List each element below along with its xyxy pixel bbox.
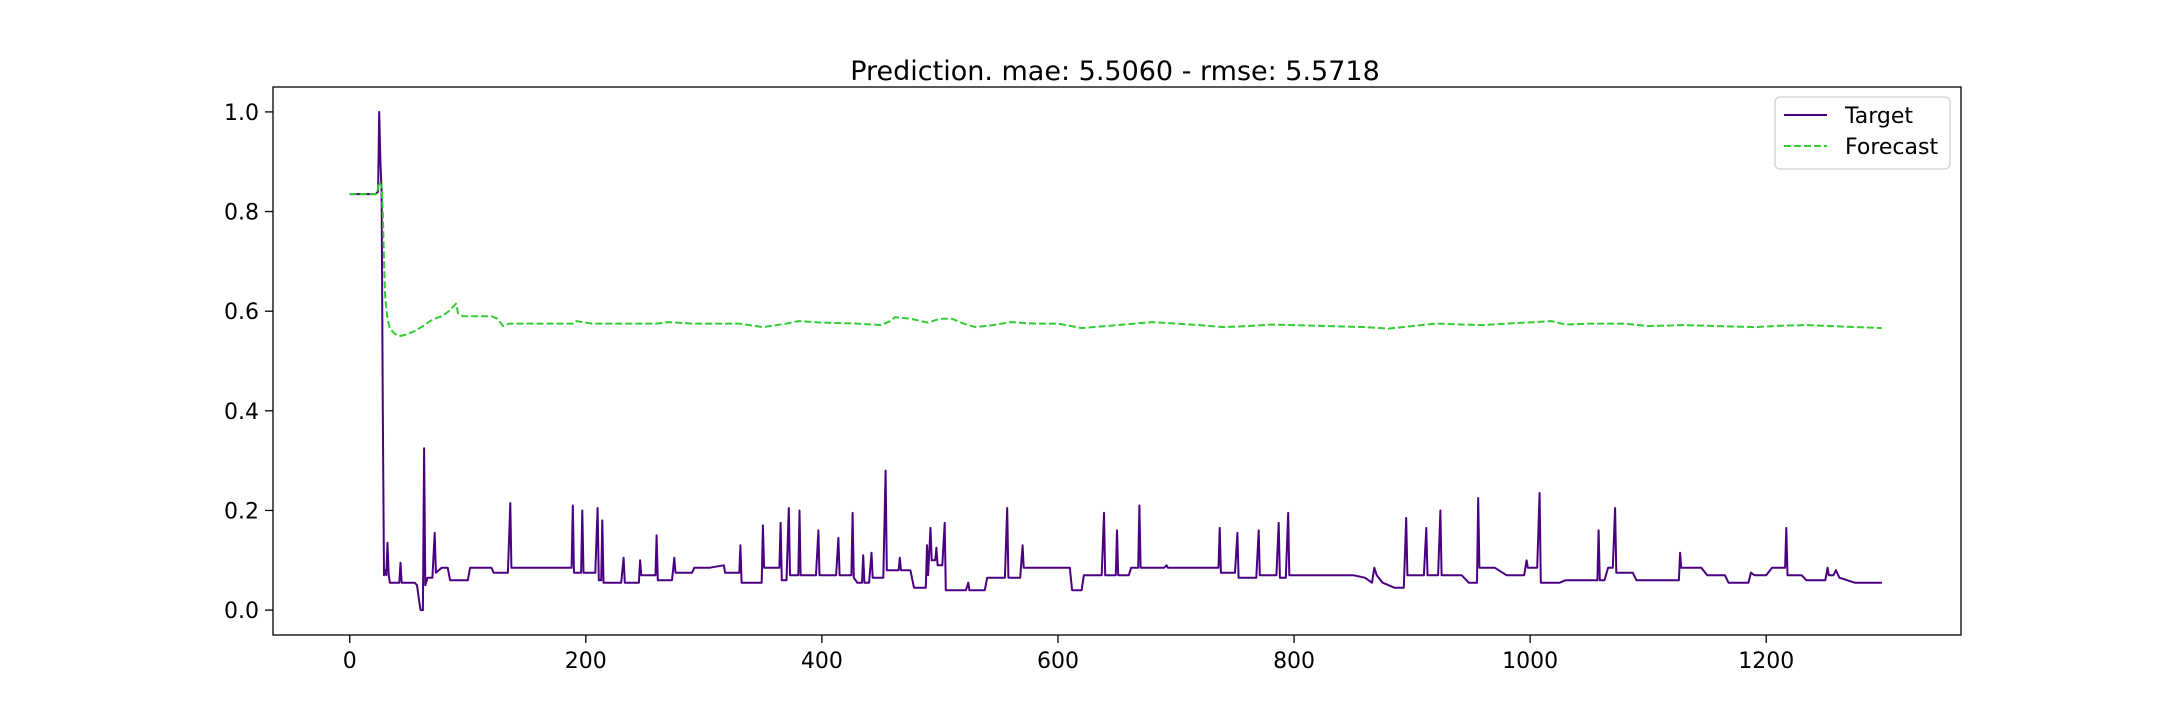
series-line-forecast: [349, 180, 1882, 338]
x-tick-label: 600: [1037, 649, 1079, 674]
x-tick-label: 1000: [1502, 649, 1558, 674]
y-tick-label: 0.2: [224, 499, 259, 524]
series-lines: [349, 110, 1882, 612]
x-tick-label: 400: [801, 649, 843, 674]
x-tick-label: 0: [343, 649, 357, 674]
plot-area-frame: [272, 86, 1962, 636]
x-tick-label: 800: [1273, 649, 1315, 674]
y-tick-label: 0.4: [224, 400, 259, 425]
chart-title: Prediction. mae: 5.5060 - rmse: 5.5718: [850, 56, 1380, 87]
legend-forecast-label: Forecast: [1845, 135, 1938, 160]
legend-target-label: Target: [1844, 104, 1913, 129]
y-tick-label: 0.6: [224, 300, 259, 325]
legend: Target Forecast: [1774, 96, 1951, 170]
series-line-target: [349, 110, 1882, 612]
y-tick-label: 1.0: [224, 101, 259, 126]
y-tick-label: 0.8: [224, 201, 259, 226]
axes: 0 200 400 600 800 1000 1200 0.0 0.2 0.4 0.6 0.8 1.0: [224, 101, 1794, 674]
x-tick-label: 200: [565, 649, 607, 674]
x-tick-label: 1200: [1738, 649, 1794, 674]
y-tick-label: 0.0: [224, 599, 259, 624]
